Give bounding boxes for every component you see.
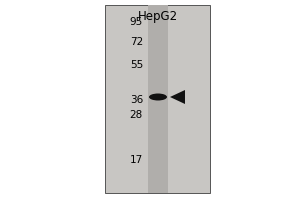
Bar <box>148 5 168 193</box>
Text: 28: 28 <box>130 110 143 120</box>
Bar <box>105 5 210 193</box>
Text: 17: 17 <box>130 155 143 165</box>
Text: 36: 36 <box>130 95 143 105</box>
Text: 95: 95 <box>130 17 143 27</box>
Text: HepG2: HepG2 <box>138 10 178 23</box>
Text: 72: 72 <box>130 37 143 47</box>
Polygon shape <box>170 90 185 104</box>
Ellipse shape <box>149 94 167 100</box>
Text: 55: 55 <box>130 60 143 70</box>
